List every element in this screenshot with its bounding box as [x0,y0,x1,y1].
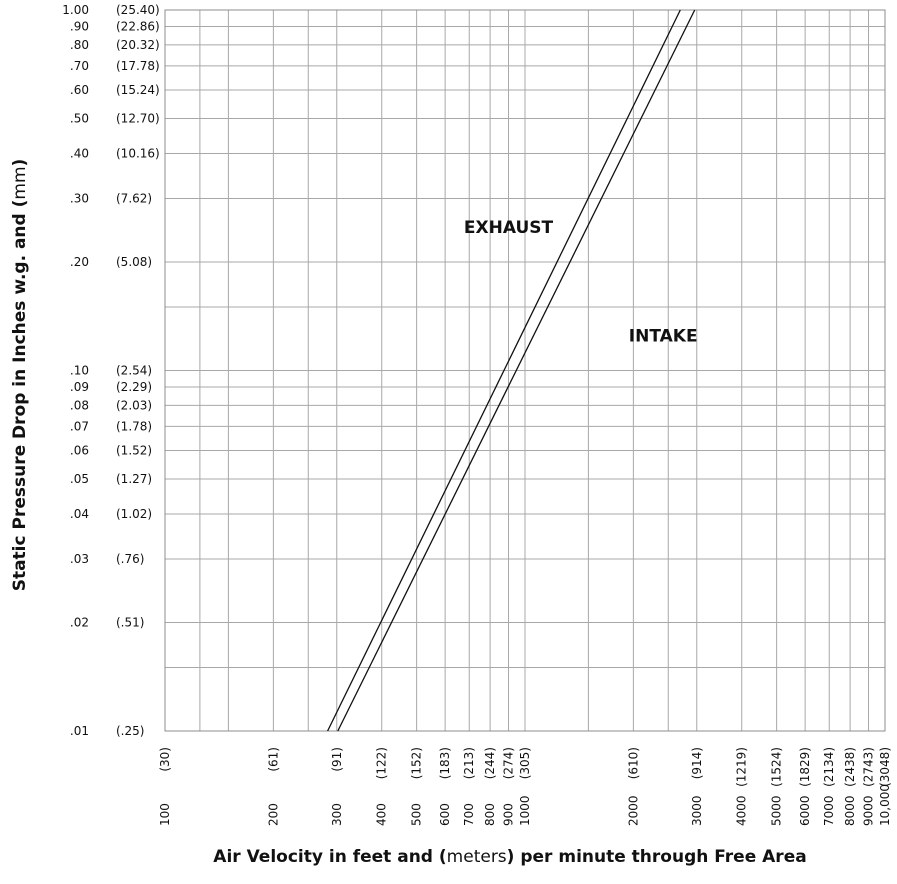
x-tick-label-meters: (152) [410,747,424,779]
y-tick-label-mm: (1.02) [116,507,152,521]
series-line-exhaust [327,9,681,732]
y-tick-label-inches: 1.00 [62,3,89,17]
y-tick-label-mm: (.51) [116,615,144,629]
y-tick-label-mm: (10.16) [116,146,160,160]
y-tick-label-inches: .02 [70,615,89,629]
x-tick-label-feet: 3000 [690,795,704,826]
y-tick-label-inches: .60 [70,83,89,97]
y-tick-label-inches: .70 [70,59,89,73]
x-tick-label-feet: 800 [483,803,497,826]
x-tick-label-meters: (1219) [735,747,749,787]
x-tick-label-meters: (3048) [878,747,892,787]
y-tick-label-mm: (25.40) [116,3,160,17]
x-tick-label-feet: 4000 [735,795,749,826]
x-tick-label-feet: 700 [462,803,476,826]
x-axis-title: Air Velocity in feet and (meters) per mi… [213,847,806,867]
y-tick-label-inches: .50 [70,112,89,126]
grid-lines [164,9,886,732]
y-tick-label-inches: .07 [70,419,89,433]
y-tick-label-inches: .40 [70,146,89,160]
x-tick-label-feet: 1000 [518,795,532,826]
x-tick-label-feet: 500 [410,803,424,826]
y-tick-label-mm: (1.52) [116,443,152,457]
y-tick-label-inches: .20 [70,255,89,269]
y-tick-label-mm: (2.03) [116,398,152,412]
y-tick-label-mm: (1.78) [116,419,152,433]
x-tick-label-meters: (2438) [843,747,857,787]
y-tick-label-inches: .09 [70,380,89,394]
x-tick-label-meters: (1524) [770,747,784,787]
x-tick-label-meters: (213) [462,747,476,779]
y-tick-labels: .01 (.25) .02 (.51) .03 (.76) .04 (1.02) .05 (1.2… [62,3,159,738]
x-tick-label-meters: (305) [518,747,532,779]
x-tick-label-meters: (30) [158,747,172,772]
y-tick-label-inches: .01 [70,724,89,738]
x-tick-label-meters: (91) [330,747,344,772]
y-tick-label-inches: .30 [70,191,89,205]
x-tick-label-feet: 2000 [626,795,640,826]
x-tick-label-feet: 5000 [770,795,784,826]
y-tick-label-mm: (2.54) [116,364,152,378]
series-label-intake: INTAKE [629,327,698,347]
y-tick-label-mm: (20.32) [116,38,160,52]
y-tick-label-mm: (7.62) [116,191,152,205]
y-tick-label-inches: .04 [70,507,89,521]
x-tick-label-meters: (2134) [822,747,836,787]
y-tick-label-mm: (15.24) [116,83,160,97]
x-tick-label-meters: (1829) [798,747,812,787]
plot-frame [164,9,886,732]
x-tick-label-feet: 10,000 [878,784,892,826]
y-tick-label-mm: (12.70) [116,112,160,126]
y-tick-label-mm: (1.27) [116,472,152,486]
y-tick-label-inches: .80 [70,38,89,52]
y-tick-label-mm: (5.08) [116,255,152,269]
x-tick-label-feet: 300 [330,803,344,826]
x-tick-label-meters: (914) [690,747,704,779]
y-tick-label-inches: .08 [70,398,89,412]
y-tick-label-mm: (17.78) [116,59,160,73]
x-tick-label-feet: 9000 [862,795,876,826]
x-tick-label-meters: (244) [483,747,497,779]
y-tick-label-inches: .05 [70,472,89,486]
x-tick-label-feet: 600 [438,803,452,826]
x-tick-label-feet: 7000 [822,795,836,826]
x-tick-label-meters: (2743) [862,747,876,787]
y-tick-label-inches: .06 [70,443,89,457]
x-tick-label-feet: 200 [266,803,280,826]
x-tick-label-meters: (183) [438,747,452,779]
series-labels: EXHAUST INTAKE [464,218,698,347]
y-axis-title: Static Pressure Drop in Inches w.g. and … [10,159,30,592]
x-tick-label-meters: (122) [375,747,389,779]
x-tick-label-feet: 6000 [798,795,812,826]
x-tick-label-feet: 900 [502,803,516,826]
series-lines [327,9,696,732]
series-label-exhaust: EXHAUST [464,218,554,238]
y-tick-label-inches: .90 [70,19,89,33]
x-tick-label-feet: 400 [375,803,389,826]
y-tick-label-inches: .10 [70,364,89,378]
y-tick-label-mm: (22.86) [116,19,160,33]
x-tick-labels: (30) 100 (61) 200 (91) 300 (122) 400 (152) 500 (18… [158,747,892,826]
y-tick-label-mm: (.25) [116,724,144,738]
y-tick-label-inches: .03 [70,552,89,566]
x-tick-label-meters: (61) [266,747,280,772]
x-tick-label-meters: (610) [626,747,640,779]
x-tick-label-feet: 100 [158,803,172,826]
y-tick-label-mm: (.76) [116,552,144,566]
y-tick-label-mm: (2.29) [116,380,152,394]
x-tick-label-meters: (274) [502,747,516,779]
x-tick-label-feet: 8000 [843,795,857,826]
series-line-intake [337,9,696,732]
